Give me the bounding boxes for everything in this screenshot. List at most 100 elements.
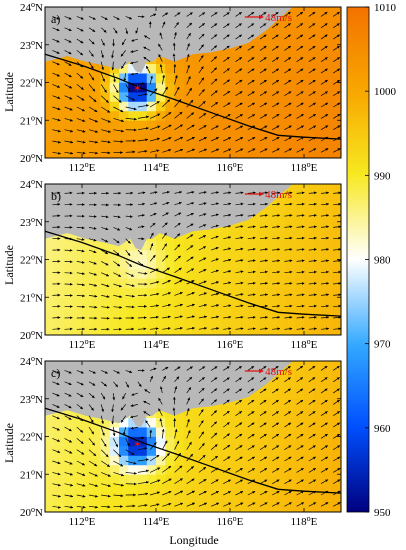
degree-symbol: o <box>233 160 237 169</box>
pressure-cell <box>91 82 101 93</box>
pressure-cell <box>230 73 240 83</box>
wind-vector <box>88 249 97 254</box>
wind-vector <box>308 34 316 40</box>
pressure-cell <box>276 268 286 279</box>
pressure-cell <box>267 417 277 428</box>
pressure-cell <box>276 212 286 223</box>
wind-vector <box>284 456 292 462</box>
pressure-cell <box>174 297 185 308</box>
pressure-cell <box>322 63 333 74</box>
wind-vector <box>174 212 182 217</box>
wind-vector <box>52 316 61 319</box>
wind-vector <box>125 238 131 244</box>
wind-vector <box>198 454 206 462</box>
pressure-cell <box>304 25 314 36</box>
wind-vector <box>272 467 280 473</box>
wind-vector <box>272 91 280 96</box>
pressure-cell <box>248 306 259 317</box>
pressure-cell <box>137 73 148 83</box>
pressure-cell <box>276 483 286 494</box>
wind-vector <box>223 191 232 195</box>
wind-vector <box>235 366 242 371</box>
wind-vector <box>125 227 133 231</box>
pressure-cell <box>45 240 55 251</box>
pressure-cell <box>119 474 129 485</box>
pressure-cell <box>322 474 333 485</box>
pressure-cell <box>146 316 157 326</box>
pressure-cell <box>183 63 194 74</box>
pressure-cell <box>211 101 222 112</box>
pressure-cell <box>128 502 138 513</box>
wind-vector <box>198 246 207 251</box>
wind-vector <box>198 77 205 85</box>
wind-vector <box>174 291 183 296</box>
wind-vector <box>149 101 160 108</box>
pressure-cell <box>72 240 83 251</box>
pressure-cell <box>304 120 314 131</box>
pressure-cell <box>109 278 120 289</box>
pressure-cell <box>137 129 148 140</box>
hemisphere-letter: N <box>35 78 43 90</box>
pressure-cell <box>174 91 185 102</box>
wind-vector <box>284 502 292 507</box>
pressure-cell <box>193 502 203 513</box>
pressure-cell <box>211 455 222 466</box>
pressure-cell <box>156 502 166 513</box>
pressure-cell <box>313 193 323 204</box>
wind-vector <box>113 370 120 374</box>
land-mask <box>45 184 341 251</box>
pressure-cell <box>128 483 138 494</box>
pressure-cell <box>63 297 74 308</box>
wind-vector <box>88 261 97 265</box>
wind-vector <box>296 11 304 17</box>
wind-vector <box>162 212 169 217</box>
wind-vector <box>76 392 84 398</box>
wind-vector <box>174 315 183 319</box>
x-tick-label: 112oE <box>69 337 96 351</box>
pressure-cell <box>304 54 314 65</box>
wind-vector <box>174 222 181 228</box>
degree-symbol: o <box>85 337 89 346</box>
wind-vector <box>272 259 281 263</box>
pressure-cell <box>313 455 323 466</box>
pressure-cell <box>63 73 74 83</box>
wind-vector <box>284 388 291 394</box>
wind-vector <box>308 225 317 229</box>
pressure-cell <box>119 73 129 83</box>
pressure-cell <box>119 436 129 447</box>
wind-vector <box>174 74 178 85</box>
wind-vector <box>308 388 316 394</box>
pressure-cell <box>285 240 296 251</box>
pressure-cell <box>294 101 305 112</box>
pressure-cell <box>220 148 231 159</box>
pressure-cell <box>146 259 157 270</box>
pressure-cell <box>109 63 120 74</box>
wind-vector <box>284 202 293 206</box>
pressure-cell <box>285 483 296 494</box>
pressure-cell <box>294 110 305 121</box>
pressure-cell <box>165 73 175 83</box>
wind-vector <box>259 214 268 217</box>
wind-vector <box>88 118 98 123</box>
pressure-cell <box>202 287 212 298</box>
degree-symbol: o <box>31 38 35 47</box>
wind-vector <box>145 420 151 428</box>
pressure-cell <box>313 427 323 437</box>
wind-vector <box>101 106 111 113</box>
wind-vector <box>284 91 292 96</box>
pressure-cell <box>331 129 342 140</box>
pressure-cell <box>220 325 231 336</box>
pressure-cell <box>54 240 64 251</box>
wind-vector <box>137 492 149 496</box>
hemisphere-letter: N <box>35 40 43 52</box>
pressure-cell <box>54 129 64 140</box>
pressure-cell <box>72 417 83 428</box>
pressure-cell <box>156 427 166 437</box>
wind-vector <box>235 68 243 74</box>
pressure-cell <box>276 82 286 93</box>
pressure-cell <box>45 268 55 279</box>
wind-vector <box>186 53 190 62</box>
wind-vector <box>186 76 191 85</box>
pressure-cell <box>322 379 333 390</box>
wind-vector <box>259 57 267 62</box>
